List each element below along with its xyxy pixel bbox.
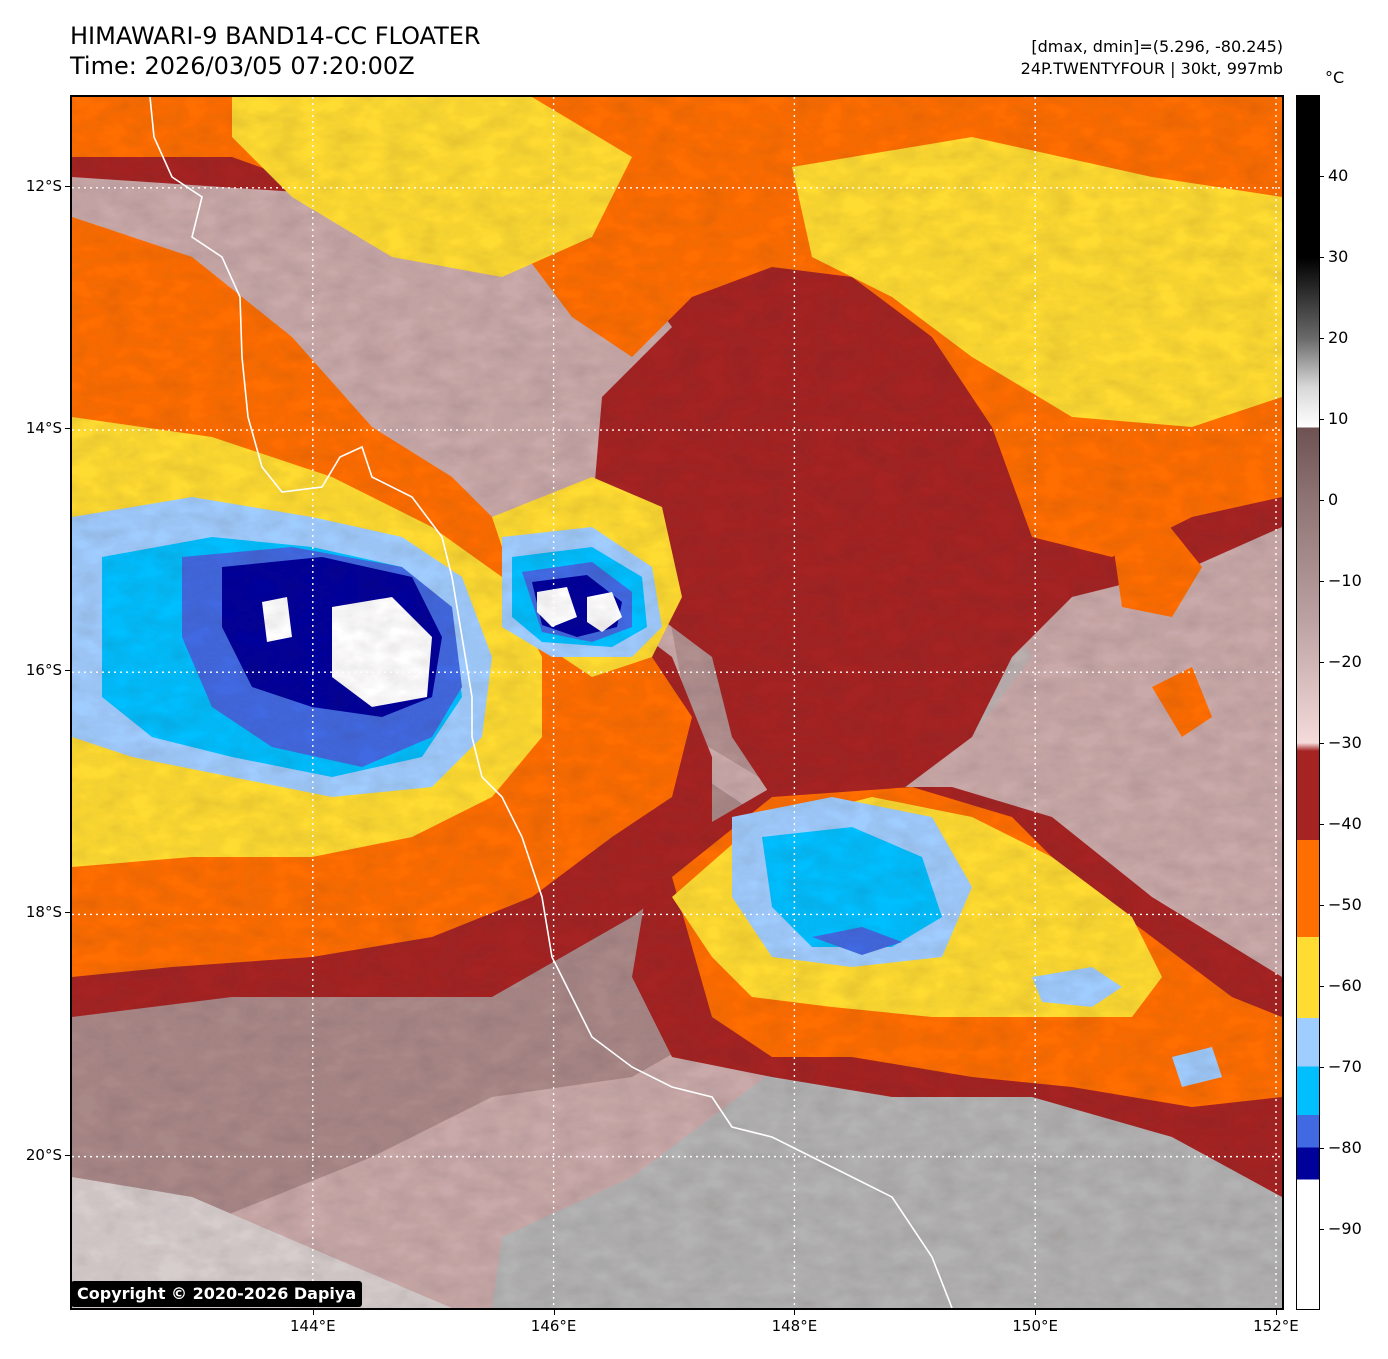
lon-tick-mark xyxy=(312,1310,314,1315)
lon-tick-mark xyxy=(1035,1310,1037,1315)
lon-tick-mark xyxy=(794,1310,796,1315)
colorbar-unit: °C xyxy=(1325,68,1345,87)
lat-tick-label: 18°S xyxy=(25,903,62,922)
colorbar-tick-mark xyxy=(1319,986,1324,987)
colorbar-tick-label: −80 xyxy=(1328,1138,1362,1157)
stats-label: [dmax, dmin]=(5.296, -80.245) xyxy=(1031,37,1283,56)
imagery-texture xyxy=(72,97,1282,1308)
colorbar-tick-mark xyxy=(1319,662,1324,663)
colorbar-tick-mark xyxy=(1319,1067,1324,1068)
colorbar-tick-mark xyxy=(1319,905,1324,906)
colorbar-tick-mark xyxy=(1319,1229,1324,1230)
lat-tick-mark xyxy=(65,428,70,430)
lat-tick-label: 20°S xyxy=(25,1145,62,1164)
colorbar-tick-label: −30 xyxy=(1328,733,1362,752)
satellite-map xyxy=(70,95,1284,1310)
lon-tick-mark xyxy=(1275,1310,1277,1315)
copyright-badge: Copyright © 2020-2026 Dapiya xyxy=(71,1281,363,1307)
lat-tick-mark xyxy=(65,1154,70,1156)
lon-tick-label: 148°E xyxy=(771,1317,818,1335)
colorbar-tick-mark xyxy=(1319,581,1324,582)
lat-tick-mark xyxy=(65,185,70,187)
lat-tick-label: 16°S xyxy=(25,661,62,680)
colorbar-tick-mark xyxy=(1319,824,1324,825)
colorbar-tick-label: 30 xyxy=(1328,247,1349,266)
colorbar-tick-label: −10 xyxy=(1328,571,1362,590)
storm-info: 24P.TWENTYFOUR | 30kt, 997mb xyxy=(1020,59,1283,78)
colorbar-tick-label: −90 xyxy=(1328,1219,1362,1238)
colorbar-tick-label: −20 xyxy=(1328,652,1362,671)
colorbar-tick-label: 10 xyxy=(1328,409,1349,428)
lon-tick-mark xyxy=(553,1310,555,1315)
colorbar-tick-label: 0 xyxy=(1328,490,1339,509)
lon-tick-label: 152°E xyxy=(1253,1317,1299,1335)
lat-tick-label: 14°S xyxy=(25,419,62,438)
chart-timestamp: Time: 2026/03/05 07:20:00Z xyxy=(70,52,415,80)
colorbar-tick-mark xyxy=(1319,743,1324,744)
lon-tick-label: 146°E xyxy=(530,1317,577,1335)
graticule xyxy=(72,97,1282,1308)
colorbar-tick-mark xyxy=(1319,176,1324,177)
colorbar-tick-label: 20 xyxy=(1328,328,1349,347)
colorbar-tick-mark xyxy=(1319,419,1324,420)
colorbar-tick-mark xyxy=(1319,500,1324,501)
colorbar-tick-mark xyxy=(1319,1148,1324,1149)
colorbar xyxy=(1296,95,1320,1310)
colorbar-tick-label: −70 xyxy=(1328,1057,1362,1076)
lon-tick-label: 150°E xyxy=(1012,1317,1058,1335)
coastline xyxy=(149,97,953,1308)
infrared-imagery xyxy=(72,97,1282,1308)
lon-tick-label: 144°E xyxy=(289,1317,336,1335)
colorbar-tick-mark xyxy=(1319,257,1324,258)
colorbar-tick-label: −40 xyxy=(1328,814,1362,833)
lat-tick-mark xyxy=(65,670,70,672)
colorbar-tick-mark xyxy=(1319,338,1324,339)
chart-title: HIMAWARI-9 BAND14-CC FLOATER xyxy=(70,22,481,50)
colorbar-tick-label: −50 xyxy=(1328,895,1362,914)
colorbar-tick-label: −60 xyxy=(1328,976,1362,995)
colorbar-tick-label: 40 xyxy=(1328,166,1349,185)
lat-tick-label: 12°S xyxy=(25,176,62,195)
lat-tick-mark xyxy=(65,912,70,914)
